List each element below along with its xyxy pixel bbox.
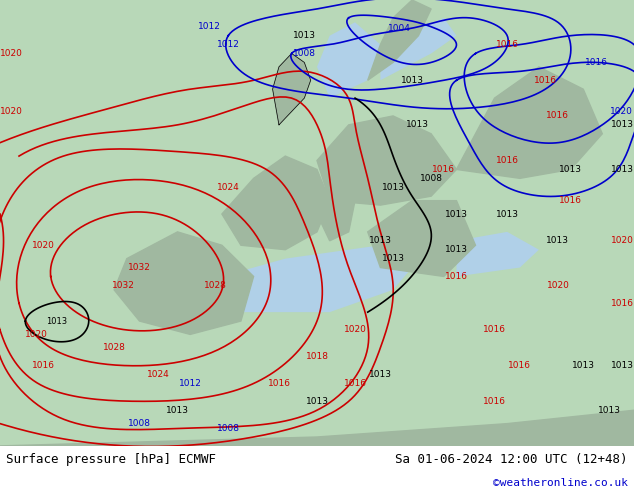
Text: 1008: 1008 (293, 49, 316, 58)
Text: 1016: 1016 (445, 272, 468, 281)
Text: 1013: 1013 (369, 370, 392, 379)
Text: 1032: 1032 (112, 281, 135, 290)
Text: 1004: 1004 (388, 24, 411, 33)
Text: 1024: 1024 (217, 183, 240, 192)
Text: 1020: 1020 (25, 330, 48, 339)
Text: 1008: 1008 (420, 174, 443, 183)
Polygon shape (368, 0, 431, 80)
Text: 1020: 1020 (547, 281, 569, 290)
Text: 1020: 1020 (611, 236, 634, 245)
Text: 1008: 1008 (128, 419, 151, 428)
Text: Sa 01-06-2024 12:00 UTC (12+48): Sa 01-06-2024 12:00 UTC (12+48) (395, 453, 628, 466)
Text: 1016: 1016 (585, 58, 607, 67)
Text: 1013: 1013 (46, 317, 68, 325)
Text: 1013: 1013 (611, 361, 634, 370)
Text: 1013: 1013 (496, 210, 519, 219)
Text: 1020: 1020 (0, 107, 23, 116)
Polygon shape (317, 170, 355, 241)
Text: 1016: 1016 (508, 361, 531, 370)
Text: 1024: 1024 (147, 370, 170, 379)
Text: 1020: 1020 (0, 49, 23, 58)
Polygon shape (0, 410, 634, 446)
Text: 1020: 1020 (610, 107, 633, 116)
Polygon shape (317, 116, 456, 205)
Text: 1012: 1012 (179, 379, 202, 388)
Text: 1013: 1013 (382, 254, 404, 263)
Text: 1016: 1016 (496, 40, 519, 49)
Text: 1013: 1013 (166, 406, 189, 415)
Text: 1016: 1016 (32, 361, 55, 370)
Text: 1013: 1013 (445, 210, 468, 219)
Text: ©weatheronline.co.uk: ©weatheronline.co.uk (493, 478, 628, 489)
Text: 1013: 1013 (445, 245, 468, 254)
Text: 1016: 1016 (534, 76, 557, 85)
Polygon shape (456, 67, 602, 178)
Text: 1016: 1016 (611, 299, 634, 308)
Polygon shape (222, 156, 330, 250)
Polygon shape (114, 232, 254, 334)
Text: 1016: 1016 (483, 325, 506, 335)
Text: 1016: 1016 (344, 379, 366, 388)
Text: 1020: 1020 (344, 325, 366, 335)
Text: 1012: 1012 (217, 40, 240, 49)
Text: 1028: 1028 (103, 343, 126, 352)
Polygon shape (317, 22, 380, 98)
Text: 1013: 1013 (611, 121, 634, 129)
Text: 1032: 1032 (128, 263, 151, 272)
Text: 1013: 1013 (382, 183, 404, 192)
Polygon shape (368, 201, 476, 276)
Text: 1016: 1016 (268, 379, 290, 388)
Text: 1013: 1013 (572, 361, 595, 370)
Text: 1016: 1016 (496, 156, 519, 165)
Text: 1016: 1016 (483, 397, 506, 406)
Text: 1012: 1012 (198, 22, 221, 31)
Text: 1013: 1013 (598, 406, 621, 415)
Text: 1016: 1016 (559, 196, 582, 205)
Text: 1028: 1028 (204, 281, 227, 290)
Text: Surface pressure [hPa] ECMWF: Surface pressure [hPa] ECMWF (6, 453, 216, 466)
Text: 1013: 1013 (611, 165, 634, 174)
Text: 1013: 1013 (406, 121, 429, 129)
Text: 1016: 1016 (547, 111, 569, 121)
Text: 1013: 1013 (547, 236, 569, 245)
Text: 1008: 1008 (217, 423, 240, 433)
Polygon shape (456, 232, 539, 276)
Text: 1013: 1013 (401, 76, 424, 85)
Text: 1016: 1016 (432, 165, 455, 174)
Text: 1013: 1013 (293, 31, 316, 40)
Text: 1013: 1013 (369, 236, 392, 245)
Text: 1013: 1013 (559, 165, 582, 174)
Text: 1013: 1013 (306, 397, 328, 406)
Text: 1018: 1018 (306, 352, 328, 361)
Polygon shape (0, 156, 114, 268)
Polygon shape (190, 245, 412, 312)
Polygon shape (380, 18, 456, 80)
Polygon shape (273, 53, 311, 125)
Text: 1020: 1020 (32, 241, 55, 250)
